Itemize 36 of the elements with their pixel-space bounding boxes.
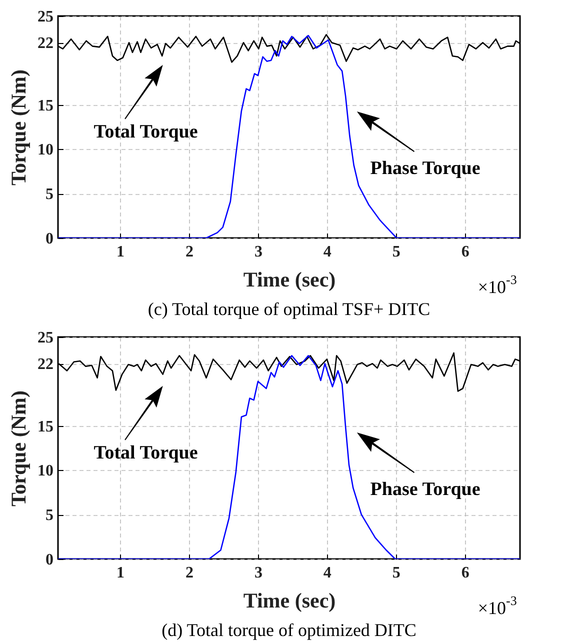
y-tick-label: 10 <box>38 462 54 480</box>
line-series <box>58 34 520 238</box>
x-tick-label: 5 <box>392 244 400 260</box>
text: (c) Total torque of optimal TSF+ DITC <box>148 299 430 319</box>
y-tick-label: 15 <box>38 97 54 114</box>
x-tick-label: 2 <box>186 244 194 260</box>
y-axis-title: Torque (Nm) <box>6 390 30 507</box>
x-tick-label: 5 <box>392 564 400 582</box>
y-tick-label: 22 <box>38 35 54 52</box>
y-tick-label: 10 <box>38 142 54 159</box>
y-tick-label: 22 <box>38 356 54 374</box>
y-tick-label: 25 <box>38 8 54 26</box>
line-series <box>58 355 520 559</box>
x-tick-label: 4 <box>323 244 332 260</box>
y-axis-title: Torque (Nm) <box>6 69 30 186</box>
x-tick-label: 6 <box>461 564 470 582</box>
x-tick-label: 1 <box>116 244 125 260</box>
y-tick-label: 25 <box>38 330 54 346</box>
x-tick-label: 4 <box>323 564 332 582</box>
annotation: Phase Torque <box>370 479 480 500</box>
x-tick-label: 3 <box>254 564 262 582</box>
y-tick-label: 15 <box>38 418 54 436</box>
x-tick-label: 3 <box>254 244 262 260</box>
x-tick-label: 2 <box>186 564 194 582</box>
x-tick-label: 6 <box>461 244 470 260</box>
annotation: Total Torque <box>94 442 198 464</box>
y-tick-label: 5 <box>46 507 54 524</box>
text: (d) Total torque of optimized DITC <box>162 620 416 640</box>
x-axis-title: Time (sec) <box>243 268 336 292</box>
annotation: Total Torque <box>94 121 198 142</box>
y-tick-label: 5 <box>46 186 54 204</box>
y-tick-label: 0 <box>46 230 54 248</box>
x-tick-label: 1 <box>116 564 125 582</box>
annotation: Phase Torque <box>370 158 480 180</box>
x-axis-title: Time (sec) <box>243 588 336 612</box>
y-tick-label: 0 <box>46 552 54 568</box>
